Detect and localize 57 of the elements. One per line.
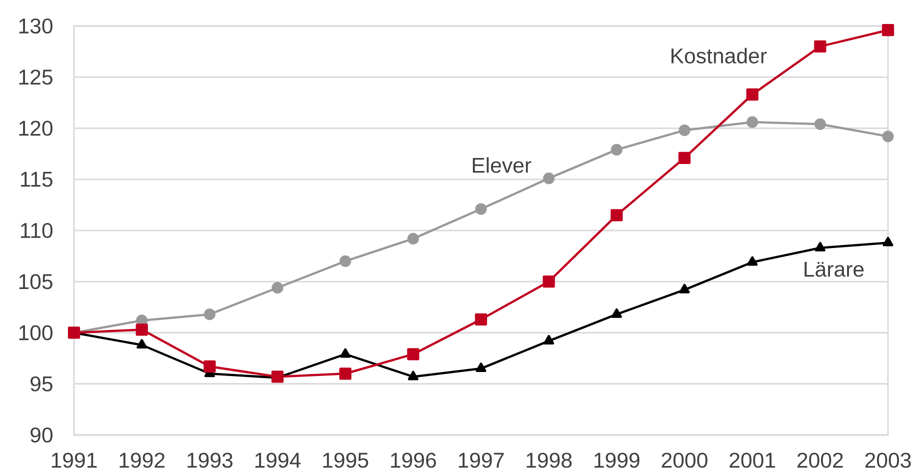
- point: [814, 118, 826, 130]
- point: [204, 308, 216, 320]
- x-tick-label: 1993: [188, 452, 232, 468]
- point: [882, 236, 894, 246]
- x-tick-label: 2001: [730, 452, 775, 468]
- point: [678, 124, 690, 136]
- point: [882, 130, 894, 142]
- y-tick-label: 95: [30, 376, 52, 392]
- point: [542, 276, 555, 288]
- point: [272, 282, 284, 294]
- point: [747, 256, 758, 266]
- point: [610, 209, 623, 222]
- point: [407, 232, 419, 244]
- point: [882, 24, 894, 36]
- point: [136, 339, 148, 349]
- y-tick-label: 130: [19, 18, 52, 34]
- point: [679, 284, 690, 294]
- point: [746, 88, 758, 101]
- x-tick-label: 2003: [865, 452, 911, 468]
- x-tick-label: 2000: [662, 452, 708, 468]
- x-tick-label: 1995: [323, 452, 368, 468]
- y-tick-label: 110: [20, 222, 52, 238]
- series-label: Kostnader: [672, 48, 767, 64]
- point: [746, 116, 758, 128]
- point: [476, 362, 486, 372]
- series-label: Lärare: [804, 262, 864, 277]
- x-tick-label: 1997: [458, 452, 504, 468]
- y-tick-label: 90: [30, 427, 52, 443]
- series-label: Elever: [472, 157, 532, 173]
- point: [814, 242, 826, 252]
- point: [407, 348, 420, 360]
- point: [814, 40, 826, 53]
- x-tick-label: 1991: [52, 452, 97, 468]
- y-tick-label: 105: [19, 274, 52, 290]
- y-tick-label: 100: [19, 325, 52, 340]
- x-tick-label: 1998: [526, 452, 572, 468]
- point: [340, 348, 351, 358]
- point: [543, 172, 555, 184]
- point: [474, 313, 488, 326]
- point: [204, 360, 216, 373]
- point: [611, 308, 622, 318]
- point: [678, 152, 691, 164]
- point: [544, 334, 554, 344]
- x-tick-label: 1994: [255, 452, 301, 468]
- point: [136, 324, 148, 336]
- point: [610, 144, 622, 156]
- point: [340, 255, 352, 267]
- y-tick-label: 115: [20, 172, 52, 187]
- x-tick-label: 2002: [798, 452, 843, 468]
- point: [408, 370, 418, 380]
- y-tick-label: 125: [19, 70, 52, 85]
- point: [475, 203, 487, 215]
- x-tick-label: 1999: [594, 452, 640, 468]
- y-tick-label: 120: [19, 120, 52, 136]
- point: [339, 368, 352, 380]
- x-tick-label: 1992: [120, 452, 164, 468]
- x-tick-label: 1996: [391, 452, 436, 468]
